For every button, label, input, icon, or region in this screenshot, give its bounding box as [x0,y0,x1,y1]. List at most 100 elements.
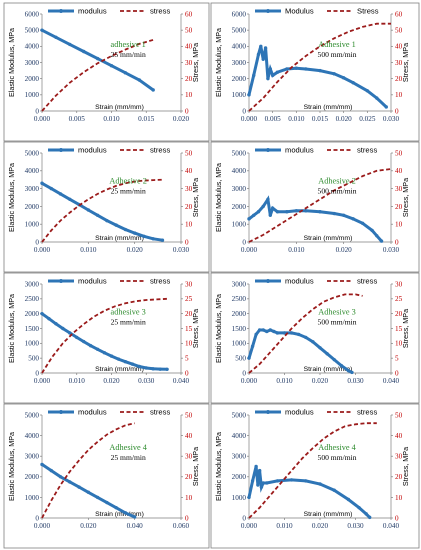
y-tick-label: 0 [35,107,39,115]
legend-modulus-label: modulus [285,146,314,155]
modulus-point [40,462,44,467]
annotation-title: Adhesive 4 [109,443,147,452]
modulus-point [40,311,44,316]
modulus-point [318,68,322,73]
y-tick-label: 4000 [232,432,247,440]
modulus-point [257,468,262,473]
legend-modulus-marker [59,410,63,414]
y-tick-label: 3000 [232,59,247,67]
modulus-point [268,67,272,71]
annotation-rate: 25 mm/min [111,317,146,326]
y2-tick-label: 5 [395,355,399,363]
legend-modulus-marker [266,9,270,13]
y-tick-label: 3000 [25,453,40,461]
x-tick-label: 0.030 [383,115,400,123]
modulus-point [95,213,100,217]
y-axis-label: Elastic Modulus, MPa [7,163,16,232]
y2-tick-label: 0 [185,514,189,522]
modulus-point [75,335,79,340]
y2-tick-label: 30 [395,280,403,288]
stress-series-line [41,297,168,374]
modulus-point [132,231,137,235]
modulus-point [105,500,109,505]
modulus-point [49,468,53,473]
x-axis-label: Strain (mm/mm) [95,104,144,111]
y2-tick-label: 0 [395,107,399,115]
modulus-point [368,515,372,520]
modulus-point [49,186,53,191]
annotation-rate: 500 mm/min [318,186,357,195]
modulus-point [304,209,308,213]
x-tick-label: 0.060 [173,522,190,530]
legend-modulus-label: modulus [78,146,107,155]
modulus-point [68,331,72,335]
stress-series-line [41,39,154,112]
y-tick-label: 2000 [25,473,40,481]
modulus-point [304,335,308,340]
y2-tick-label: 60 [395,10,403,18]
modulus-point [339,363,343,368]
x-tick-label: 0.000 [241,522,258,530]
panel-frame [3,272,210,404]
modulus-point [144,366,148,370]
y-tick-label: 0 [242,238,246,246]
modulus-point [272,329,276,334]
modulus-point [123,360,128,364]
modulus-point [289,478,294,482]
modulus-point [86,208,91,212]
x-tick-label: 0.020 [173,115,190,123]
modulus-point [266,76,270,81]
modulus-point [346,368,351,373]
annotation-rate: 25 mm/min [111,186,146,195]
x-tick-label: 0.000 [34,115,51,123]
y2-tick-label: 10 [185,340,193,348]
legend-modulus-marker [266,148,270,152]
y-tick-label: 500 [235,355,246,363]
y-tick-label: 4000 [25,43,40,51]
x-tick-label: 0.015 [312,115,329,123]
y2-tick-label: 40 [395,167,403,175]
legend-modulus-marker [59,279,63,283]
y2-tick-label: 30 [185,185,193,193]
x-tick-label: 0.000 [34,246,51,254]
modulus-point [82,339,86,344]
chart-panel-5: 0 500 1000 1500 2000 2500 3000 0 5 10 15 20 25 30 0.00… [3,272,210,404]
x-tick-label: 0.005 [69,115,86,123]
y-tick-label: 6000 [232,10,247,18]
y2-tick-label: 0 [185,107,189,115]
y2-axis-label: Stress, MPa [191,447,200,486]
annotation-title: Adhesive 3 [318,307,356,316]
x-axis-label: Strain (mm/mm) [304,366,353,373]
modulus-point [151,88,155,92]
legend-modulus-label: modulus [285,277,314,286]
y2-tick-label: 50 [185,149,193,157]
modulus-point [265,329,269,334]
legend-modulus-marker [266,279,270,283]
y2-tick-label: 40 [185,167,193,175]
x-axis-label: Strain (mm/mm) [304,235,353,242]
x-axis-label: Strain (mm/mm) [95,235,144,242]
modulus-point [261,204,265,209]
stress-series-line [41,178,163,243]
y2-axis-label: Stress, MPa [191,43,200,82]
y2-tick-label: 50 [395,411,403,419]
y-tick-label: 2000 [25,75,40,83]
modulus-point [257,328,262,332]
annotation-rate: 500 mm/min [318,50,357,59]
y2-tick-label: 30 [185,280,193,288]
modulus-point [95,347,100,351]
modulus-point [311,340,315,344]
y2-axis-label: Stress, MPa [401,178,410,217]
x-tick-label: 0.030 [173,246,190,254]
modulus-point [379,239,384,243]
y-tick-label: 1000 [25,340,40,348]
y-tick-label: 1000 [25,91,40,99]
modulus-point [158,367,162,371]
legend-modulus-label: modulus [78,408,107,417]
x-tick-label: 0.025 [359,115,376,123]
modulus-point [384,105,388,109]
y-tick-label: 1000 [232,340,247,348]
modulus-point [68,480,72,484]
x-tick-label: 0.000 [241,377,258,385]
y-tick-label: 1500 [25,325,40,333]
